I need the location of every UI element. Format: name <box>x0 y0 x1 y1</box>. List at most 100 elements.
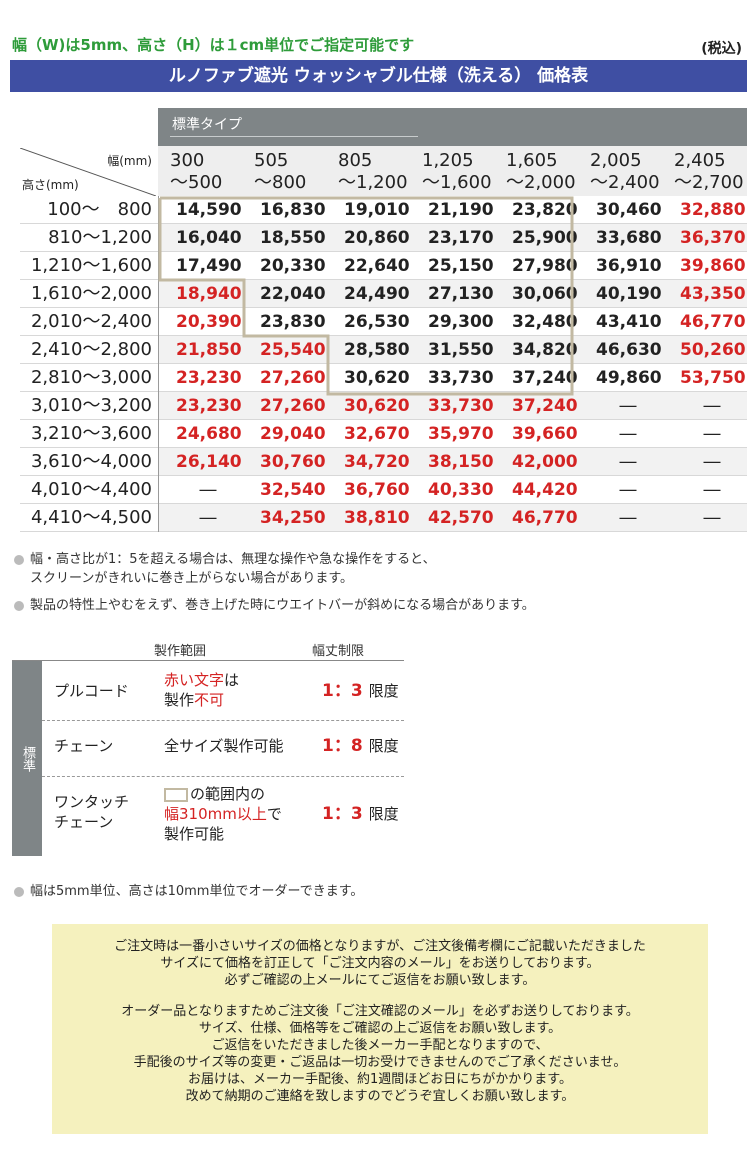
info-paragraph-confirmation: オーダー品となりますためご注文後「ご注文確認のメール」を必ずお送りしております。… <box>52 1003 708 1105</box>
table-row: 4,010～4,400 ― 32,540 36,760 40,330 44,420 ― ― <box>10 476 747 504</box>
price-cell: 27,130 <box>428 284 494 304</box>
price-cell: 27,980 <box>512 256 578 276</box>
price-cell: 29,300 <box>428 312 494 332</box>
price-cell: 32,480 <box>512 312 578 332</box>
label-divider <box>158 196 159 532</box>
price-cell: 18,940 <box>176 284 242 304</box>
price-cell: 20,330 <box>260 256 326 276</box>
column-header-to: ～2,400 <box>590 172 660 193</box>
table-row: 2,010～2,400 20,390 23,830 26,530 29,300 32,48… <box>10 308 747 336</box>
height-axis-label: 高さ(mm) <box>22 178 79 192</box>
spec-head-range: 製作範囲 <box>154 644 207 659</box>
price-cell: 17,490 <box>176 256 242 276</box>
range-not-possible: 不可 <box>194 691 225 709</box>
price-cell: 34,820 <box>512 340 578 360</box>
price-cell: 23,230 <box>176 368 242 388</box>
height-range-label: 100～ 800 <box>47 199 152 220</box>
bullet-icon <box>14 554 24 565</box>
price-cell: 40,190 <box>596 284 662 304</box>
height-range-label: 2,410～2,800 <box>30 339 152 360</box>
note-weightbar-text: 製品の特性上やむをえず、巻き上げた時にウエイトバーが斜めになる場合があります。 <box>30 598 535 613</box>
price-cell: 37,240 <box>512 368 578 388</box>
info-line: 必ずご確認の上メールにてご返信をお願い致します。 <box>224 973 536 988</box>
price-cell: 22,040 <box>260 284 326 304</box>
price-cell: 14,590 <box>176 200 242 220</box>
info-line: お届けは、メーカー手配後、約1週間ほどお日にちがかかります。 <box>188 1072 572 1087</box>
info-line: 改めて納期のご連絡を致しますのでどうぞ宜しくお願い致します。 <box>185 1089 575 1104</box>
row-divider <box>20 447 747 448</box>
order-info-box: ご注文時は一番小さいサイズの価格となりますが、ご注文後備考欄にご記載いただきまし… <box>52 924 708 1134</box>
price-cell: 44,420 <box>512 480 578 500</box>
height-range-label: 3,610～4,000 <box>30 451 152 472</box>
price-cell: 46,770 <box>680 312 746 332</box>
price-cell: 37,240 <box>512 396 578 416</box>
row-divider <box>20 475 747 476</box>
column-header-from: 2,405 <box>674 150 726 171</box>
column-header: 2,405 ～2,700 <box>674 150 756 194</box>
height-range-label: 4,410～4,500 <box>30 507 152 528</box>
price-cell: ― <box>619 452 637 472</box>
price-cell: 28,580 <box>344 340 410 360</box>
onetouch-name-line2: チェーン <box>54 813 114 831</box>
note-order-unit-text: 幅は5mm単位、高さは10mm単位でオーダーできます。 <box>30 884 364 899</box>
column-header-to: ～1,600 <box>422 172 492 193</box>
spec-side-label: 標準 <box>12 661 42 856</box>
price-cell: 36,910 <box>596 256 662 276</box>
price-cell: 43,410 <box>596 312 662 332</box>
range-legend-box <box>164 787 188 802</box>
price-cell: 16,830 <box>260 200 326 220</box>
width-header-row <box>158 146 747 196</box>
range-text: 製作 <box>164 691 195 709</box>
column-header: 805 ～1,200 <box>338 150 422 194</box>
type-header-band <box>158 108 747 146</box>
price-cell: ― <box>703 452 721 472</box>
spec-row-chain: チェーン 全サイズ製作可能 1：8 限度 <box>42 730 404 770</box>
table-row: 3,210～3,600 24,680 29,040 32,670 35,970 39,66… <box>10 420 747 448</box>
height-range-label: 1,610～2,000 <box>30 283 152 304</box>
price-cell: 30,760 <box>260 452 326 472</box>
price-cell: 26,530 <box>344 312 410 332</box>
table-row: 1,610～2,000 18,940 22,040 24,490 27,130 30,06… <box>10 280 747 308</box>
price-cell: 33,680 <box>596 228 662 248</box>
price-cell: 53,750 <box>680 368 746 388</box>
price-cell: 46,630 <box>596 340 662 360</box>
price-cell: 30,620 <box>344 396 410 416</box>
price-cell: 38,810 <box>344 508 410 528</box>
column-header: 300 ～500 <box>170 150 254 194</box>
onetouch-range-line3: 製作可能 <box>164 825 225 843</box>
column-header-from: 505 <box>254 150 289 171</box>
height-range-label: 2,010～2,400 <box>30 311 152 332</box>
price-cell: 34,250 <box>260 508 326 528</box>
column-header-to: ～1,200 <box>338 172 408 193</box>
column-header: 1,205 ～1,600 <box>422 150 506 194</box>
price-cell: ― <box>703 508 721 528</box>
price-cell: 33,730 <box>428 368 494 388</box>
ratio-value: 1：8 <box>322 736 363 756</box>
width-axis-label: 幅(mm) <box>107 154 152 168</box>
price-cell: 42,570 <box>428 508 494 528</box>
price-cell: 36,760 <box>344 480 410 500</box>
bullet-icon <box>14 886 24 897</box>
price-cell: 25,540 <box>260 340 326 360</box>
table-row: 100～ 800 14,590 16,830 19,010 21,190 23,820 30… <box>10 196 747 224</box>
price-cell: 32,540 <box>260 480 326 500</box>
price-cell: 31,550 <box>428 340 494 360</box>
column-header-to: ～500 <box>170 172 223 193</box>
spec-row-pullcord: プルコード 赤い文字は 製作不可 1：3 限度 <box>42 668 404 718</box>
row-background <box>158 504 747 532</box>
onetouch-range-tail: で <box>266 805 282 823</box>
column-header-from: 1,205 <box>422 150 474 171</box>
price-cell: 50,260 <box>680 340 746 360</box>
price-cell: 35,970 <box>428 424 494 444</box>
column-header-from: 1,605 <box>506 150 558 171</box>
price-cell: 23,170 <box>428 228 494 248</box>
info-line: サイズにて価格を訂正して「ご注文内容のメール」をお送りしております。 <box>160 956 600 971</box>
spec-separator <box>42 776 404 777</box>
note-weightbar: 製品の特性上やむをえず、巻き上げた時にウエイトバーが斜めになる場合があります。 <box>14 594 535 613</box>
column-header-to: ～2,000 <box>506 172 576 193</box>
price-cell: 29,040 <box>260 424 326 444</box>
note-ratio: 幅・高さ比が1：5を超える場合は、無理な操作や急な操作をすると、 スクリーンがき… <box>14 548 436 586</box>
column-header-from: 300 <box>170 150 205 171</box>
column-header-from: 2,005 <box>590 150 642 171</box>
price-cell: 20,390 <box>176 312 242 332</box>
